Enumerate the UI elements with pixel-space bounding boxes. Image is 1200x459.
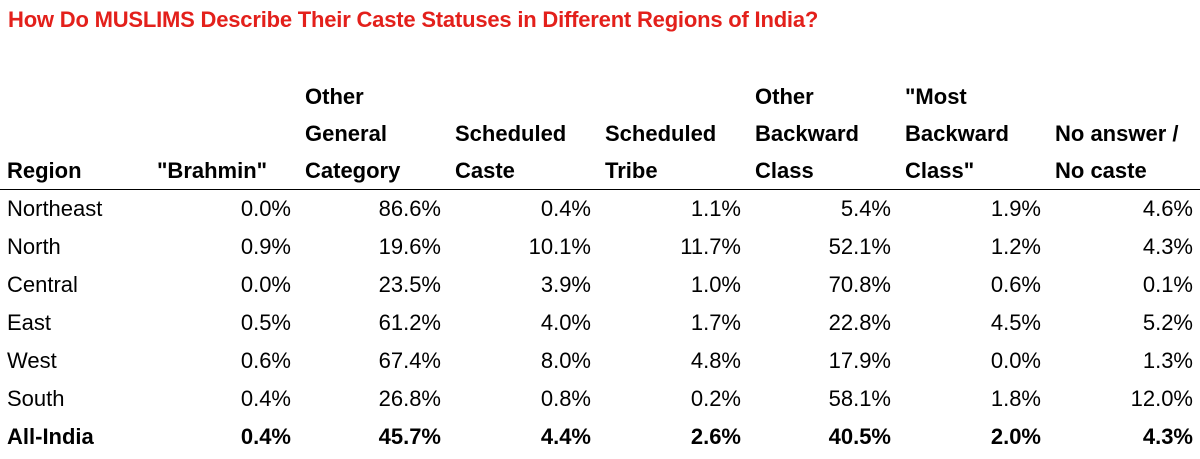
value-cell-other-general-category: 23.5% [378, 272, 441, 297]
value-cell-other-backward-class: 58.1% [828, 386, 891, 411]
value-cell-brahmin: 0.0% [240, 196, 291, 221]
column-header-line: Class [755, 158, 814, 183]
value-cell-other-backward-class: 22.8% [828, 310, 891, 335]
chart-title: How Do MUSLIMS Describe Their Caste Stat… [8, 7, 819, 32]
value-cell-scheduled-caste: 0.4% [540, 196, 591, 221]
table-row: West 0.6% 67.4% 8.0% 4.8% 17.9% 0.0% 1.3% [0, 342, 1200, 380]
value-cell-scheduled-tribe: 1.0% [690, 272, 741, 297]
value-cell-other-general-category: 45.7% [378, 424, 441, 449]
column-header-line: "Most [905, 84, 967, 109]
header-row: Region "Brahmin" Other General Category … [0, 78, 1200, 190]
value-cell-scheduled-caste: 4.4% [540, 424, 591, 449]
column-header-no-answer-no-caste: No answer / No caste [1048, 78, 1200, 190]
region-cell: North [7, 234, 61, 259]
value-cell-scheduled-caste: 4.0% [540, 310, 591, 335]
column-header-line: Region [7, 158, 82, 183]
region-cell: West [7, 348, 57, 373]
value-cell-no-answer-no-caste: 4.6% [1142, 196, 1193, 221]
value-cell-other-general-category: 86.6% [378, 196, 441, 221]
value-cell-no-answer-no-caste: 4.3% [1142, 424, 1193, 449]
caste-status-table: Region "Brahmin" Other General Category … [0, 78, 1200, 456]
table-row: Central 0.0% 23.5% 3.9% 1.0% 70.8% 0.6% 0.1% [0, 266, 1200, 304]
column-header-line: General [305, 121, 387, 146]
value-cell-other-general-category: 67.4% [378, 348, 441, 373]
region-cell: East [7, 310, 52, 335]
value-cell-other-backward-class: 40.5% [828, 424, 891, 449]
value-cell-brahmin: 0.6% [240, 348, 291, 373]
value-cell-no-answer-no-caste: 5.2% [1142, 310, 1193, 335]
value-cell-other-general-category: 19.6% [378, 234, 441, 259]
column-header-line: Other [755, 84, 814, 109]
table-row: Northeast 0.0% 86.6% 0.4% 1.1% 5.4% 1.9% 4.6% [0, 190, 1200, 229]
value-cell-other-general-category: 26.8% [378, 386, 441, 411]
value-cell-scheduled-tribe: 0.2% [690, 386, 741, 411]
value-cell-most-backward-class: 4.5% [990, 310, 1041, 335]
region-cell: Central [7, 272, 78, 297]
value-cell-scheduled-caste: 10.1% [528, 234, 591, 259]
region-cell: Northeast [7, 196, 103, 221]
value-cell-most-backward-class: 0.6% [990, 272, 1041, 297]
column-header-most-backward-class: "Most Backward Class" [898, 78, 1048, 190]
region-cell: South [7, 386, 65, 411]
column-header-line: Backward [905, 121, 1009, 146]
table-body: Northeast 0.0% 86.6% 0.4% 1.1% 5.4% 1.9% 4.6% No… [0, 190, 1200, 457]
table-row: East 0.5% 61.2% 4.0% 1.7% 22.8% 4.5% 5.2% [0, 304, 1200, 342]
value-cell-brahmin: 0.9% [240, 234, 291, 259]
column-header-scheduled-tribe: Scheduled Tribe [598, 78, 748, 190]
value-cell-most-backward-class: 1.9% [990, 196, 1041, 221]
value-cell-no-answer-no-caste: 12.0% [1130, 386, 1193, 411]
value-cell-other-backward-class: 17.9% [828, 348, 891, 373]
column-header-line: Category [305, 158, 401, 183]
table-row: North 0.9% 19.6% 10.1% 11.7% 52.1% 1.2% 4.3% [0, 228, 1200, 266]
value-cell-scheduled-caste: 8.0% [540, 348, 591, 373]
value-cell-most-backward-class: 1.8% [990, 386, 1041, 411]
value-cell-most-backward-class: 2.0% [990, 424, 1041, 449]
column-header-scheduled-caste: Scheduled Caste [448, 78, 598, 190]
column-header-line: Other [305, 84, 364, 109]
value-cell-scheduled-tribe: 11.7% [680, 234, 741, 259]
value-cell-other-backward-class: 5.4% [840, 196, 891, 221]
value-cell-scheduled-caste: 0.8% [540, 386, 591, 411]
table-row: South 0.4% 26.8% 0.8% 0.2% 58.1% 1.8% 12.0% [0, 380, 1200, 418]
value-cell-brahmin: 0.0% [240, 272, 291, 297]
value-cell-no-answer-no-caste: 4.3% [1142, 234, 1193, 259]
value-cell-other-backward-class: 52.1% [828, 234, 891, 259]
table-row-total: All-India 0.4% 45.7% 4.4% 2.6% 40.5% 2.0% 4.3% [0, 418, 1200, 456]
value-cell-brahmin: 0.4% [240, 386, 291, 411]
column-header-line: Class" [905, 158, 975, 183]
column-header-line: Tribe [605, 158, 658, 183]
value-cell-other-general-category: 61.2% [378, 310, 441, 335]
column-header-line: Scheduled [455, 121, 567, 146]
value-cell-most-backward-class: 1.2% [990, 234, 1041, 259]
column-header-other-general-category: Other General Category [298, 78, 448, 190]
column-header-brahmin: "Brahmin" [150, 78, 298, 190]
value-cell-scheduled-tribe: 1.1% [690, 196, 741, 221]
value-cell-scheduled-tribe: 2.6% [690, 424, 741, 449]
value-cell-brahmin: 0.5% [240, 310, 291, 335]
column-header-other-backward-class: Other Backward Class [748, 78, 898, 190]
value-cell-no-answer-no-caste: 1.3% [1142, 348, 1193, 373]
column-header-line: Caste [455, 158, 515, 183]
value-cell-most-backward-class: 0.0% [990, 348, 1041, 373]
region-cell: All-India [7, 424, 94, 449]
column-header-region: Region [0, 78, 150, 190]
value-cell-no-answer-no-caste: 0.1% [1142, 272, 1193, 297]
column-header-line: Scheduled [605, 121, 717, 146]
value-cell-scheduled-tribe: 4.8% [690, 348, 741, 373]
column-header-line: "Brahmin" [157, 158, 268, 183]
column-header-line: No answer / [1055, 121, 1179, 146]
value-cell-scheduled-tribe: 1.7% [690, 310, 741, 335]
column-header-line: Backward [755, 121, 859, 146]
value-cell-brahmin: 0.4% [240, 424, 291, 449]
value-cell-other-backward-class: 70.8% [828, 272, 891, 297]
value-cell-scheduled-caste: 3.9% [540, 272, 591, 297]
column-header-line: No caste [1055, 158, 1147, 183]
